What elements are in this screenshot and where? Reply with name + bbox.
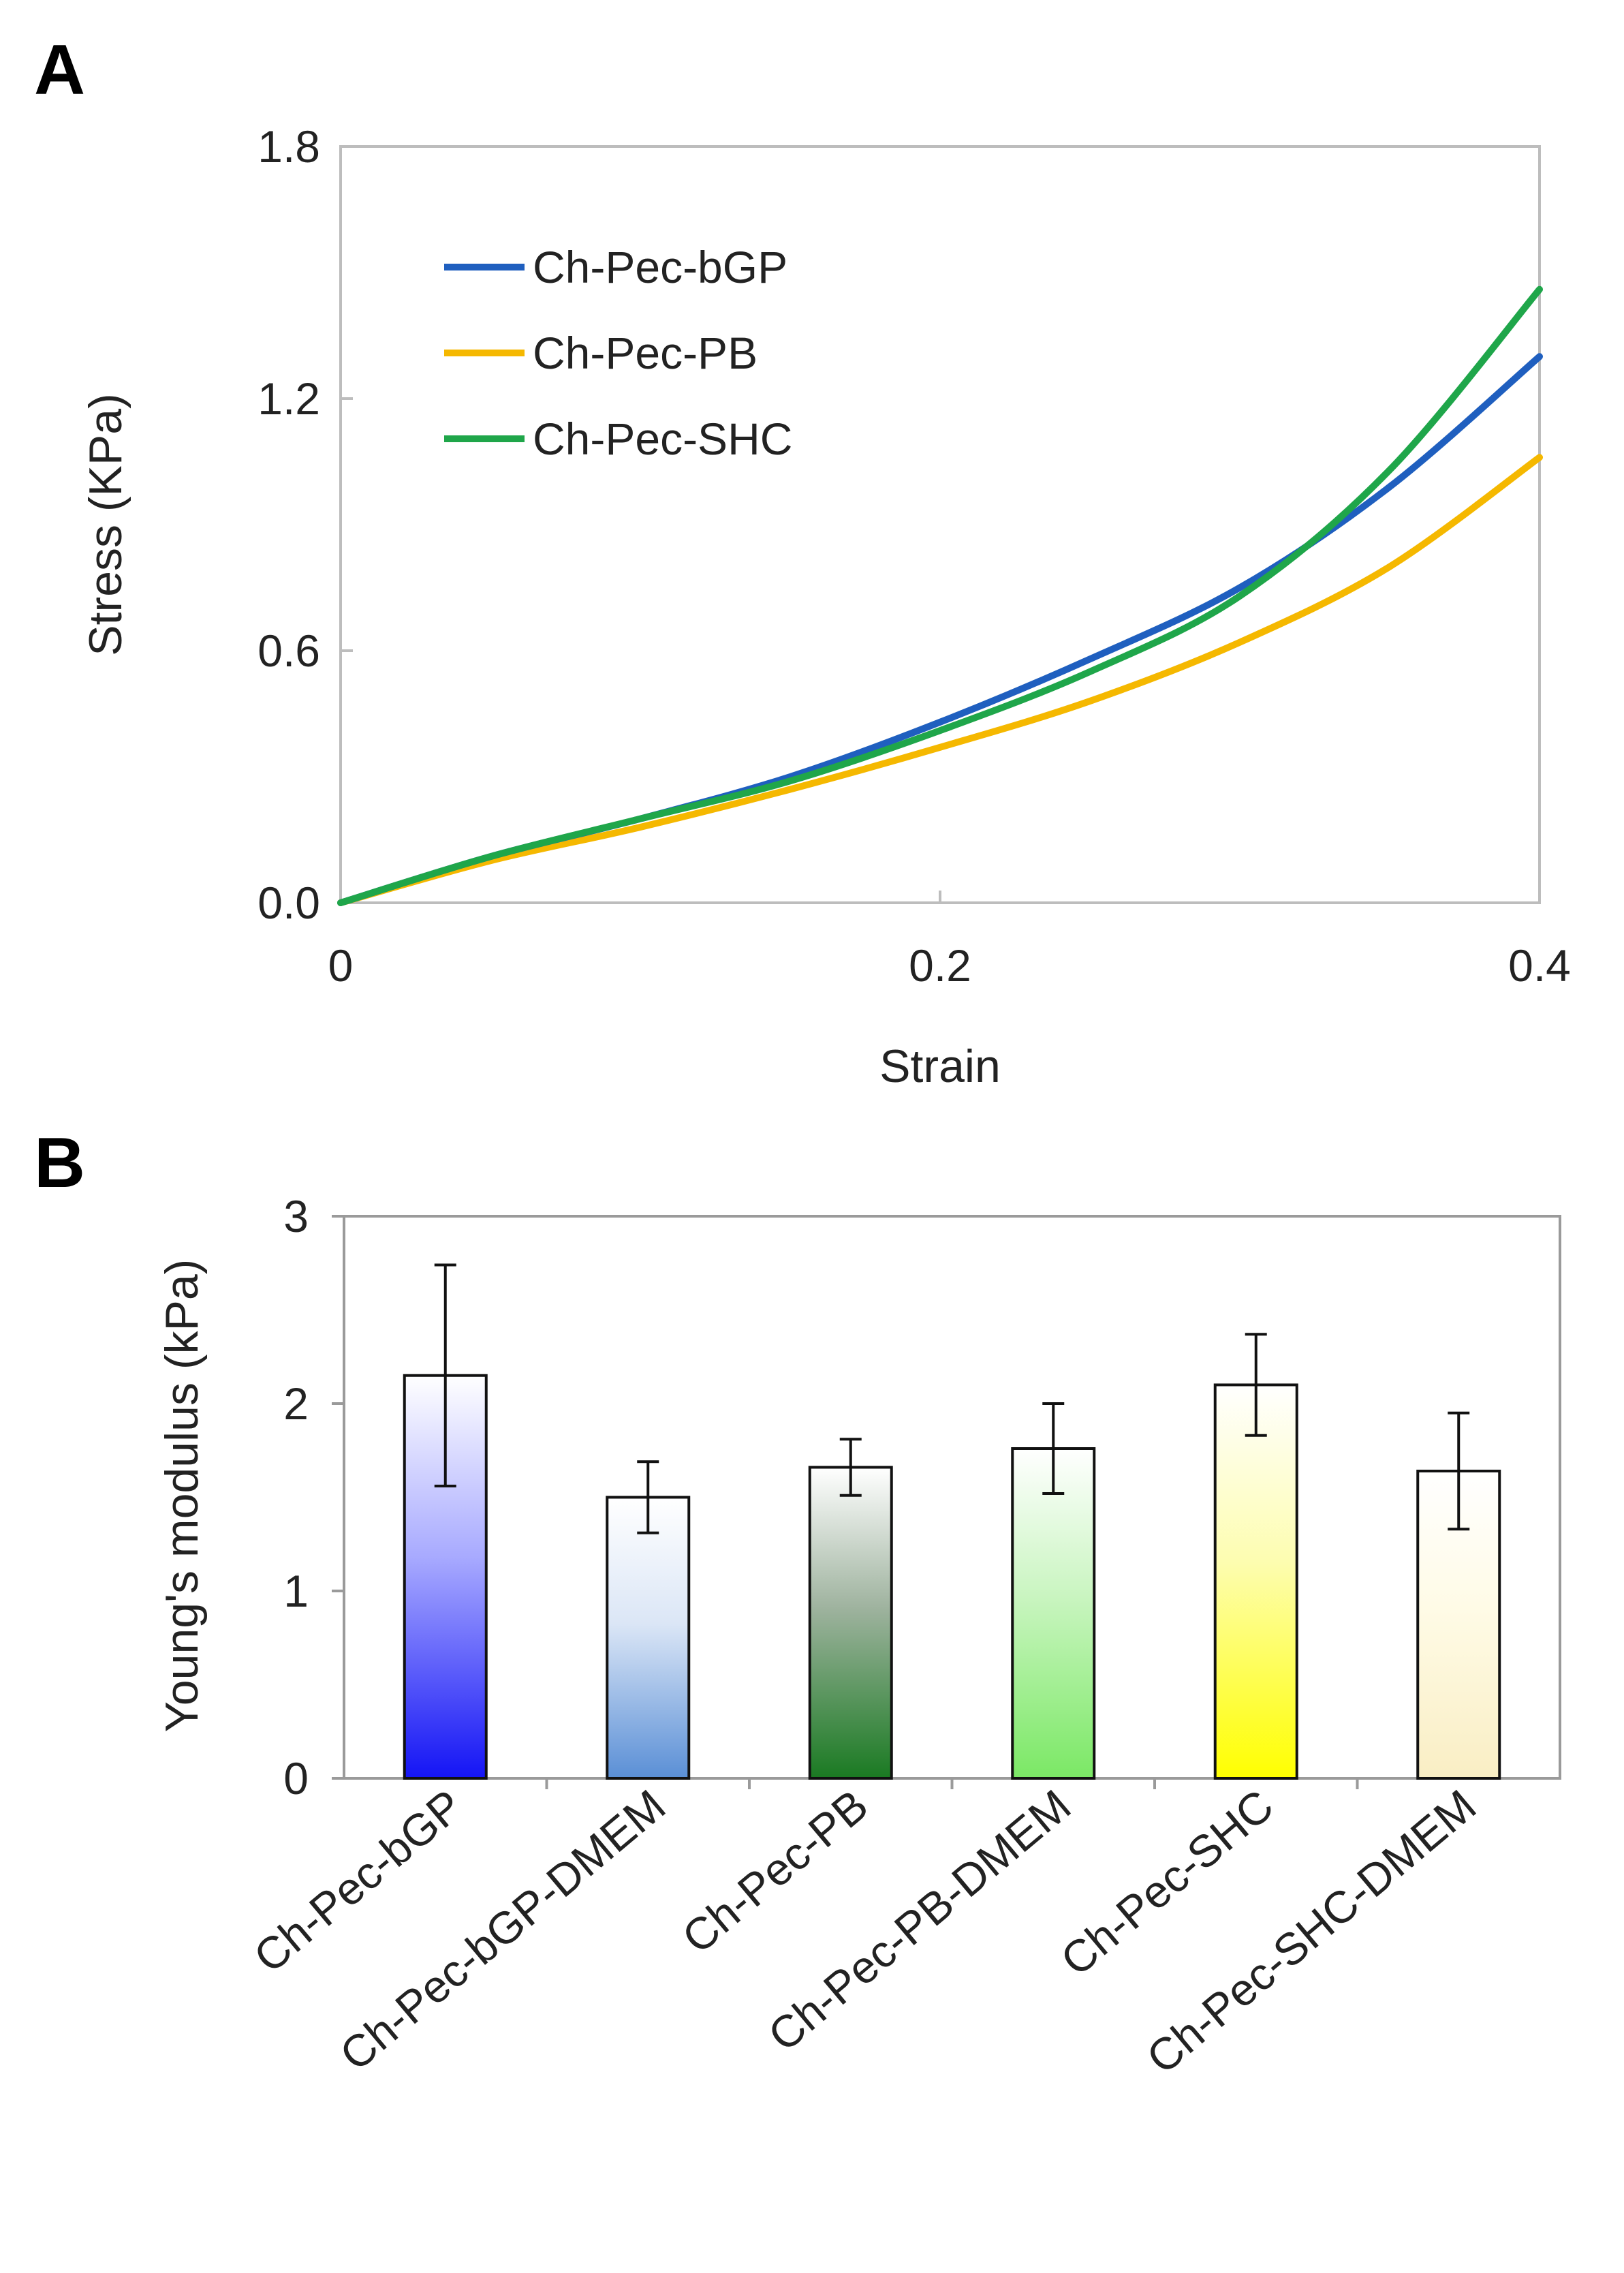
panel-a-axes: 0.0 0.6 1.2 1.8 0 0.2 0.4 — [257, 121, 1571, 991]
series-line-ch-pec-pb — [337, 454, 1543, 906]
panel-b-y-tick-label: 1 — [283, 1566, 309, 1616]
panel-a-x-tick-label: 0.2 — [909, 940, 971, 991]
panel-b-bars — [403, 1263, 1501, 1780]
panel-b-y-tick-label: 3 — [283, 1191, 309, 1241]
bar-ch-pec-pb-dmem — [1011, 1447, 1096, 1780]
panel-a-y-tick-label: 1.8 — [257, 121, 320, 172]
panel-a-y-tick-label: 1.2 — [257, 373, 320, 424]
panel-a-x-axis-label: Strain — [879, 1040, 1001, 1092]
category-label: Ch-Pec-SHC-DMEM — [1137, 1780, 1485, 2084]
panel-a: A 0.0 0.6 1.2 1.8 0 0.2 0.4 Ch-Pec-bGP Ch-Pec-P… — [34, 31, 1571, 1092]
panel-a-lines — [337, 285, 1543, 906]
bar-ch-pec-shc — [1213, 1383, 1298, 1780]
panel-a-x-tick-label: 0 — [328, 940, 354, 991]
bar-ch-pec-pb — [808, 1466, 893, 1780]
series-line-ch-pec-shc — [337, 285, 1543, 906]
panel-a-x-tick-label: 0.4 — [1508, 940, 1571, 991]
panel-b-y-tick-label: 2 — [283, 1378, 309, 1429]
panel-b-plot-frame — [343, 1215, 1561, 1780]
panel-a-y-tick-label: 0.0 — [257, 878, 320, 928]
bar-ch-pec-bgp-dmem — [606, 1496, 691, 1780]
panel-b-label: B — [34, 1124, 85, 1203]
panel-a-legend: Ch-Pec-bGP Ch-Pec-PB Ch-Pec-SHC — [444, 242, 792, 464]
category-label: Ch-Pec-bGP-DMEM — [330, 1780, 674, 2080]
panel-a-label: A — [34, 31, 85, 110]
legend-label-ch-pec-bgp: Ch-Pec-bGP — [533, 242, 787, 292]
panel-b-axes: 0 1 2 3 — [283, 1191, 1359, 1804]
panel-b-category-labels: Ch-Pec-bGPCh-Pec-bGP-DMEMCh-Pec-PBCh-Pec… — [245, 1780, 1486, 2084]
legend-label-ch-pec-pb: Ch-Pec-PB — [533, 328, 758, 378]
panel-b-y-axis-label: Young's modulus (kPa) — [156, 1259, 208, 1733]
legend-label-ch-pec-shc: Ch-Pec-SHC — [533, 414, 792, 464]
panel-a-y-axis-label: Stress (KPa) — [80, 393, 131, 655]
panel-b: B 0 1 2 3 Ch-Pec-bGPCh-Pec-bGP-DMEMCh-Pec-P… — [34, 1124, 1561, 2084]
panel-a-y-tick-label: 0.6 — [257, 625, 320, 676]
panel-a-plot-frame — [339, 145, 1541, 904]
panel-b-y-tick-label: 0 — [283, 1753, 309, 1804]
category-label: Ch-Pec-PB — [672, 1780, 877, 1963]
